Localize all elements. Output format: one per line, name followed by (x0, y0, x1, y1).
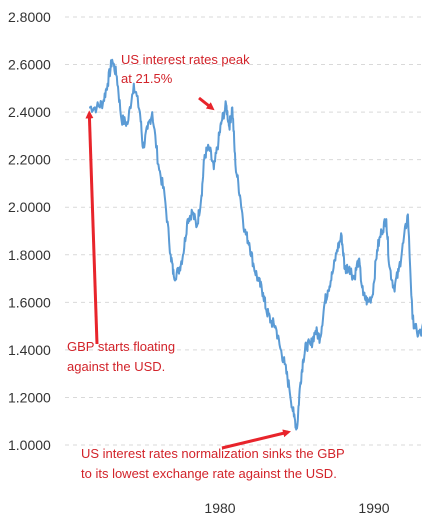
x-axis-tick-labels: 1980 1990 (204, 500, 389, 516)
annotation-text: to its lowest exchange rate against the … (81, 466, 337, 481)
annotation-text: against the USD. (67, 359, 165, 374)
annotation-arrow (221, 429, 292, 450)
y-tick-label: 2.8000 (8, 9, 51, 25)
x-tick-label: 1980 (204, 500, 235, 516)
y-tick-label: 1.4000 (8, 342, 51, 358)
series-line (89, 58, 422, 431)
annotation-text: GBP starts floating (67, 339, 175, 354)
y-tick-label: 1.0000 (8, 437, 51, 453)
annotation: US interest rates normalization sinks th… (81, 429, 345, 481)
y-tick-label: 2.0000 (8, 199, 51, 215)
annotation-text: US interest rates peak (121, 52, 250, 67)
annotation-text: at 21.5% (121, 71, 173, 86)
annotation: GBP starts floating against the USD. (67, 110, 175, 374)
annotation-text: US interest rates normalization sinks th… (81, 446, 345, 461)
annotation-arrow (85, 110, 99, 345)
y-tick-label: 1.2000 (8, 389, 51, 405)
gridlines (65, 16, 422, 446)
y-tick-label: 1.6000 (8, 294, 51, 310)
x-tick-label: 1990 (358, 500, 389, 516)
y-tick-label: 2.6000 (8, 57, 51, 73)
annotation-arrow (198, 96, 215, 111)
y-tick-label: 2.2000 (8, 152, 51, 168)
y-tick-label: 1.8000 (8, 247, 51, 263)
y-tick-label: 2.4000 (8, 104, 51, 120)
series-layer (89, 58, 422, 431)
annotation: US interest rates peak at 21.5% (121, 52, 250, 111)
y-axis-tick-labels: 1.0000 1.2000 1.4000 1.6000 1.8000 2.0000 2.20… (8, 9, 51, 453)
annotations-layer: US interest rates peak at 21.5% GBP starts… (67, 52, 345, 481)
